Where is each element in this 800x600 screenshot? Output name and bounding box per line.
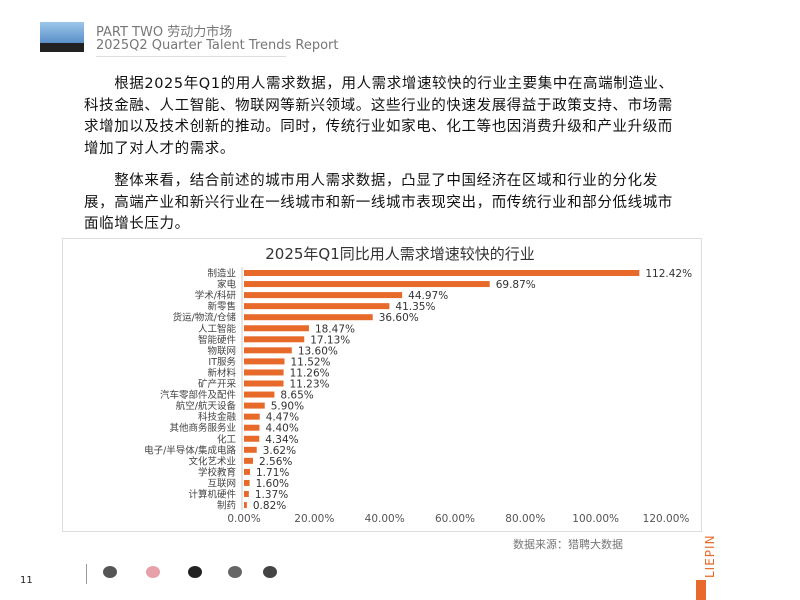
bar-3 [244, 303, 390, 310]
data-label: 112.42% [645, 268, 692, 280]
data-label: 18.47% [315, 323, 355, 335]
x-tick-label: 80.00% [505, 513, 545, 525]
category-label: 互联网 [207, 478, 236, 489]
data-label: 11.52% [291, 356, 331, 368]
header-divider [96, 56, 286, 57]
footer-icon-4 [228, 566, 242, 578]
category-label: 化工 [217, 433, 237, 445]
footer-icon-2 [146, 566, 160, 578]
x-tick-label: 100.00% [572, 513, 619, 525]
bar-14 [244, 424, 260, 431]
data-label: 2.56% [259, 456, 292, 468]
brand-logo: LIEPIN [703, 534, 717, 578]
bar-16 [244, 446, 257, 453]
bar-18 [244, 468, 251, 475]
data-label: 11.26% [290, 367, 330, 379]
bar-7 [244, 347, 292, 354]
data-label: 4.47% [266, 412, 299, 424]
category-label: 智能硬件 [198, 334, 237, 346]
chart-frame [62, 238, 702, 532]
bar-21 [244, 502, 247, 509]
data-label: 13.60% [298, 345, 338, 357]
category-label: 电子/半导体/集成电路 [144, 444, 236, 456]
category-label: 学术/科研 [195, 290, 237, 302]
bar-6 [244, 336, 305, 343]
data-label: 17.13% [310, 334, 350, 346]
bar-8 [244, 358, 285, 365]
x-tick-label: 60.00% [435, 513, 475, 525]
category-label: 新材料 [207, 367, 236, 379]
data-label: 0.82% [253, 500, 286, 512]
x-tick-label: 20.00% [294, 513, 334, 525]
data-source: 数据来源：猎聘大数据 [513, 538, 623, 551]
report-logo [40, 22, 84, 52]
bar-0 [244, 270, 640, 276]
bar-9 [244, 369, 284, 376]
category-label: 科技金融 [198, 411, 237, 423]
bar-11 [244, 391, 275, 398]
category-label: 新零售 [207, 301, 236, 313]
data-label: 69.87% [496, 279, 536, 291]
bar-1 [244, 281, 490, 288]
bar-4 [244, 314, 373, 321]
category-label: IT服务 [208, 356, 236, 368]
chart-title: 2025年Q1同比用人需求增速较快的行业 [265, 245, 535, 263]
header-part-title: PART TWO 劳动力市场 [96, 25, 233, 40]
data-label: 11.23% [289, 379, 329, 391]
brand-bar [696, 580, 706, 600]
data-label: 1.71% [256, 467, 289, 479]
category-label: 其他商务服务业 [169, 422, 236, 434]
data-label: 5.90% [271, 401, 304, 413]
category-label: 人工智能 [198, 323, 237, 335]
header-report-title: 2025Q2 Quarter Talent Trends Report [96, 38, 339, 53]
bar-12 [244, 402, 265, 409]
data-label: 44.97% [408, 290, 448, 302]
bar-5 [244, 325, 309, 332]
paragraph-1: 根据2025年Q1的用人需求数据，用人需求增速较快的行业主要集中在高端制造业、科… [84, 76, 674, 157]
data-label: 36.60% [379, 312, 419, 324]
page-number: 11 [20, 575, 33, 586]
bar-10 [244, 380, 284, 387]
data-label: 1.60% [256, 478, 289, 490]
category-label: 学校教育 [198, 466, 236, 478]
category-label: 制造业 [207, 268, 236, 280]
category-label: 计算机硬件 [188, 489, 236, 501]
data-label: 3.62% [263, 445, 296, 457]
x-tick-label: 40.00% [365, 513, 405, 525]
bar-13 [244, 413, 260, 420]
data-label: 4.40% [265, 423, 298, 435]
category-label: 制药 [217, 500, 236, 512]
data-label: 41.35% [395, 301, 435, 313]
footer-icon-3 [188, 566, 202, 578]
bar-19 [244, 479, 250, 486]
footer-icon-1 [103, 566, 117, 578]
footer-icon-5 [263, 566, 277, 578]
x-tick-label: 0.00% [227, 513, 260, 525]
bar-2 [244, 292, 403, 299]
data-label: 4.34% [265, 434, 298, 446]
category-label: 文化艺术业 [188, 455, 236, 467]
category-label: 矿产开采 [198, 378, 237, 390]
bar-17 [244, 457, 254, 464]
data-label: 1.37% [255, 489, 288, 501]
data-label: 8.65% [280, 390, 313, 402]
category-label: 物联网 [207, 345, 236, 357]
footer-divider [86, 564, 87, 584]
category-label: 货运/物流/仓储 [173, 312, 237, 324]
bar-15 [244, 435, 260, 442]
paragraph-2: 整体来看，结合前述的城市用人需求数据，凸显了中国经济在区域和行业的分化发展，高端… [84, 173, 673, 232]
category-label: 家电 [217, 279, 237, 291]
category-label: 航空/航天设备 [176, 400, 237, 412]
x-tick-label: 120.00% [643, 513, 690, 525]
bar-20 [244, 491, 249, 497]
category-label: 汽车零部件及配件 [160, 389, 237, 401]
